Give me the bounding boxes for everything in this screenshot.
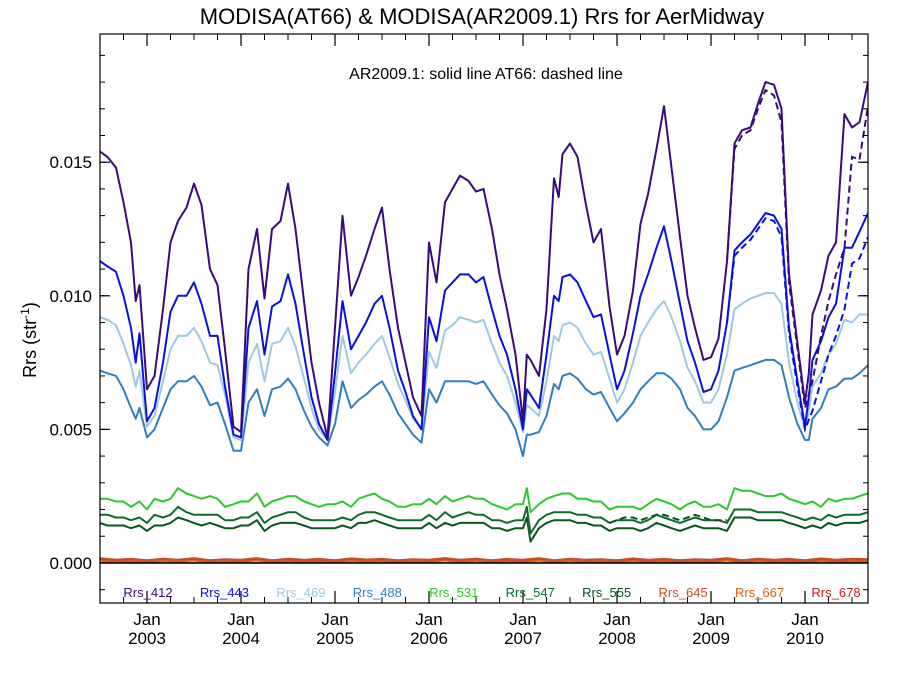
y-axis-label-superscript: -1 <box>18 308 32 319</box>
x-tick-label-year: 2008 <box>598 629 636 648</box>
legend-entry-rrs-678: Rrs_678 <box>811 585 860 600</box>
y-tick-label: 0.000 <box>49 554 92 573</box>
plot-lines <box>100 81 868 564</box>
x-axis: Jan2003Jan2004Jan2005Jan2006Jan2007Jan20… <box>99 34 853 648</box>
series-line-rrs-667 <box>100 559 868 564</box>
y-axis-label: Rrs (str-1) <box>18 302 40 378</box>
series-line-rrs-555 <box>100 516 868 543</box>
x-tick-label-month: Jan <box>509 610 536 629</box>
svg-text:Rrs (str-1): Rrs (str-1) <box>18 302 40 378</box>
legend: Rrs_412 Rrs_443 Rrs_469 Rrs_488 Rrs_531 Rrs_5… <box>123 585 860 600</box>
y-tick-label: 0.010 <box>49 287 92 306</box>
legend-entry-rrs-469: Rrs_469 <box>276 585 325 600</box>
x-tick-label-year: 2009 <box>692 629 730 648</box>
y-axis: 0.000 0.005 0.010 0.015 <box>49 54 868 591</box>
x-tick-label-year: 2006 <box>410 629 448 648</box>
x-tick-label-month: Jan <box>227 610 254 629</box>
y-axis-label-close: ) <box>20 302 40 308</box>
plot-frame <box>99 33 869 604</box>
series-line-rrs-645 <box>100 557 868 562</box>
legend-entry-rrs-547: Rrs_547 <box>506 585 555 600</box>
y-axis-label-main: Rrs (str <box>20 319 40 378</box>
x-tick-label-year: 2004 <box>222 629 260 648</box>
legend-entry-rrs-488: Rrs_488 <box>353 585 402 600</box>
legend-entry-rrs-443: Rrs_443 <box>200 585 249 600</box>
line-style-annotation: AR2009.1: solid line AT66: dashed line <box>349 66 623 83</box>
legend-entry-rrs-555: Rrs_555 <box>582 585 631 600</box>
series-line-rrs-469 <box>100 292 868 441</box>
x-tick-label-year: 2010 <box>786 629 824 648</box>
series-line-rrs-547 <box>100 505 868 535</box>
legend-entry-rrs-412: Rrs_412 <box>123 585 172 600</box>
y-tick-label: 0.015 <box>49 153 92 172</box>
x-tick-label-month: Jan <box>791 610 818 629</box>
dashed-line-rrs-443 <box>726 217 868 434</box>
dashed-line-rrs-412 <box>726 88 868 409</box>
x-tick-label-month: Jan <box>697 610 724 629</box>
dashed-line-rrs-555 <box>609 513 727 524</box>
y-tick-label: 0.005 <box>49 420 92 439</box>
x-tick-label-year: 2005 <box>316 629 354 648</box>
series-line-rrs-412 <box>100 81 868 439</box>
chart-title: MODISA(AT66) & MODISA(AR2009.1) Rrs for … <box>200 4 764 29</box>
x-tick-label-month: Jan <box>603 610 630 629</box>
legend-entry-rrs-667: Rrs_667 <box>735 585 784 600</box>
x-tick-label-month: Jan <box>415 610 442 629</box>
x-tick-label-year: 2007 <box>504 629 542 648</box>
series-line-rrs-531 <box>100 487 868 514</box>
series-line-rrs-488 <box>100 358 868 458</box>
legend-entry-rrs-531: Rrs_531 <box>429 585 478 600</box>
x-tick-label-month: Jan <box>133 610 160 629</box>
x-tick-label-month: Jan <box>321 610 348 629</box>
series-line-rrs-443 <box>100 212 868 441</box>
legend-entry-rrs-645: Rrs_645 <box>659 585 708 600</box>
x-tick-label-year: 2003 <box>128 629 166 648</box>
